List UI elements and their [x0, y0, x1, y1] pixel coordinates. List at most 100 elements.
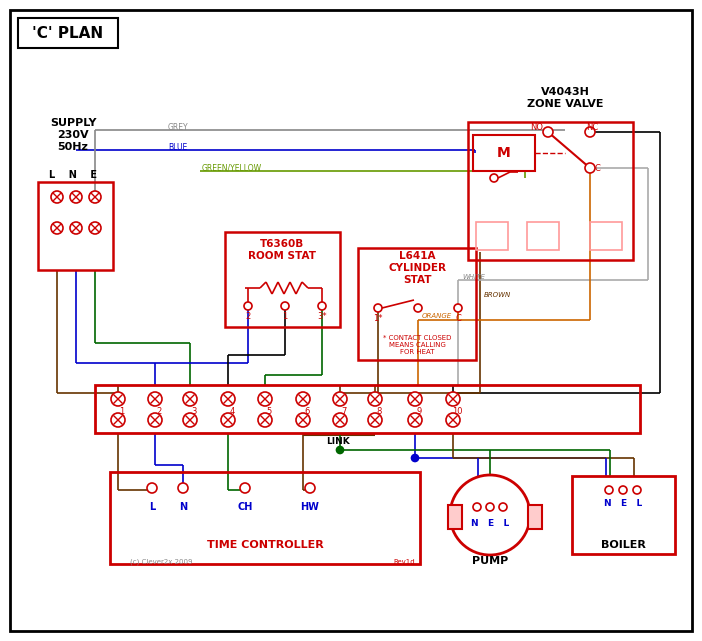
Text: 'C' PLAN: 'C' PLAN [32, 26, 104, 40]
Bar [95, 385, 640, 433]
Text: 5: 5 [266, 406, 272, 415]
Circle shape [148, 413, 162, 427]
Circle shape [51, 191, 63, 203]
Bar [38, 182, 113, 270]
Circle shape [258, 392, 272, 406]
Circle shape [244, 302, 252, 310]
Text: TIME CONTROLLER: TIME CONTROLLER [206, 540, 324, 550]
Circle shape [414, 304, 422, 312]
Circle shape [51, 222, 63, 234]
Text: 1: 1 [119, 406, 125, 415]
Circle shape [368, 413, 382, 427]
Circle shape [221, 413, 235, 427]
Circle shape [281, 302, 289, 310]
Text: WHITE: WHITE [462, 274, 485, 280]
Text: 2: 2 [246, 312, 251, 320]
Circle shape [336, 447, 343, 453]
Circle shape [486, 503, 494, 511]
Circle shape [111, 392, 125, 406]
Text: SUPPLY
230V
50Hz: SUPPLY 230V 50Hz [50, 119, 96, 152]
Circle shape [148, 392, 162, 406]
Text: N   E   L: N E L [604, 499, 642, 508]
Circle shape [178, 483, 188, 493]
Circle shape [446, 413, 460, 427]
Circle shape [543, 127, 553, 137]
Text: L: L [149, 502, 155, 512]
Circle shape [89, 191, 101, 203]
Circle shape [473, 503, 481, 511]
Text: 4: 4 [230, 406, 234, 415]
Circle shape [333, 413, 347, 427]
Bar [590, 222, 622, 250]
Bar [572, 476, 675, 554]
Text: 3: 3 [192, 406, 197, 415]
Text: LINK: LINK [326, 437, 350, 445]
Bar [358, 248, 476, 360]
Circle shape [454, 304, 462, 312]
Text: 9: 9 [416, 406, 422, 415]
Text: HW: HW [300, 502, 319, 512]
Bar [528, 505, 542, 529]
Text: C: C [594, 163, 600, 172]
Circle shape [333, 392, 347, 406]
Circle shape [240, 483, 250, 493]
Circle shape [605, 486, 613, 494]
Circle shape [89, 222, 101, 234]
Text: N   E   L: N E L [471, 519, 509, 528]
Text: GREY: GREY [168, 122, 189, 131]
Circle shape [585, 127, 595, 137]
Text: L    N    E: L N E [49, 170, 97, 180]
Text: BLUE: BLUE [168, 142, 187, 151]
Bar [468, 122, 633, 260]
Text: BROWN: BROWN [484, 292, 511, 298]
Circle shape [585, 163, 595, 173]
Circle shape [183, 413, 197, 427]
Circle shape [450, 475, 530, 555]
Circle shape [374, 304, 382, 312]
Circle shape [70, 222, 82, 234]
Text: Rev1d: Rev1d [393, 559, 415, 565]
Text: 6: 6 [304, 406, 310, 415]
Text: BOILER: BOILER [601, 540, 645, 550]
Bar [110, 472, 420, 564]
Text: C: C [455, 313, 461, 322]
Text: 7: 7 [341, 406, 347, 415]
Circle shape [305, 483, 315, 493]
Circle shape [296, 413, 310, 427]
Text: ORANGE: ORANGE [422, 313, 452, 319]
Circle shape [411, 454, 418, 462]
Circle shape [221, 392, 235, 406]
Text: CH: CH [237, 502, 253, 512]
Circle shape [490, 174, 498, 182]
Circle shape [111, 413, 125, 427]
Text: GREEN/YELLOW: GREEN/YELLOW [202, 163, 262, 172]
Text: (c) Clever2x 2009: (c) Clever2x 2009 [130, 559, 192, 565]
Circle shape [368, 392, 382, 406]
Text: NO: NO [531, 122, 543, 131]
Bar [18, 18, 118, 48]
Circle shape [633, 486, 641, 494]
Text: L641A
CYLINDER
STAT: L641A CYLINDER STAT [388, 251, 446, 285]
Text: 2: 2 [157, 406, 161, 415]
Text: * CONTACT CLOSED
MEANS CALLING
FOR HEAT: * CONTACT CLOSED MEANS CALLING FOR HEAT [383, 335, 451, 355]
Text: NC: NC [586, 122, 598, 131]
Bar [448, 505, 462, 529]
Text: V4043H
ZONE VALVE: V4043H ZONE VALVE [526, 87, 603, 109]
Circle shape [183, 392, 197, 406]
Circle shape [296, 392, 310, 406]
Bar [476, 222, 508, 250]
Bar [225, 232, 340, 327]
Text: T6360B
ROOM STAT: T6360B ROOM STAT [248, 239, 316, 261]
Bar [527, 222, 559, 250]
Bar [473, 135, 535, 171]
Text: 3*: 3* [317, 312, 327, 320]
Circle shape [147, 483, 157, 493]
Text: M: M [497, 146, 511, 160]
Text: 10: 10 [452, 406, 462, 415]
Text: PUMP: PUMP [472, 556, 508, 566]
Text: 1*: 1* [373, 313, 383, 322]
Text: 1: 1 [282, 312, 288, 320]
Text: N: N [179, 502, 187, 512]
Circle shape [446, 392, 460, 406]
Circle shape [499, 503, 507, 511]
